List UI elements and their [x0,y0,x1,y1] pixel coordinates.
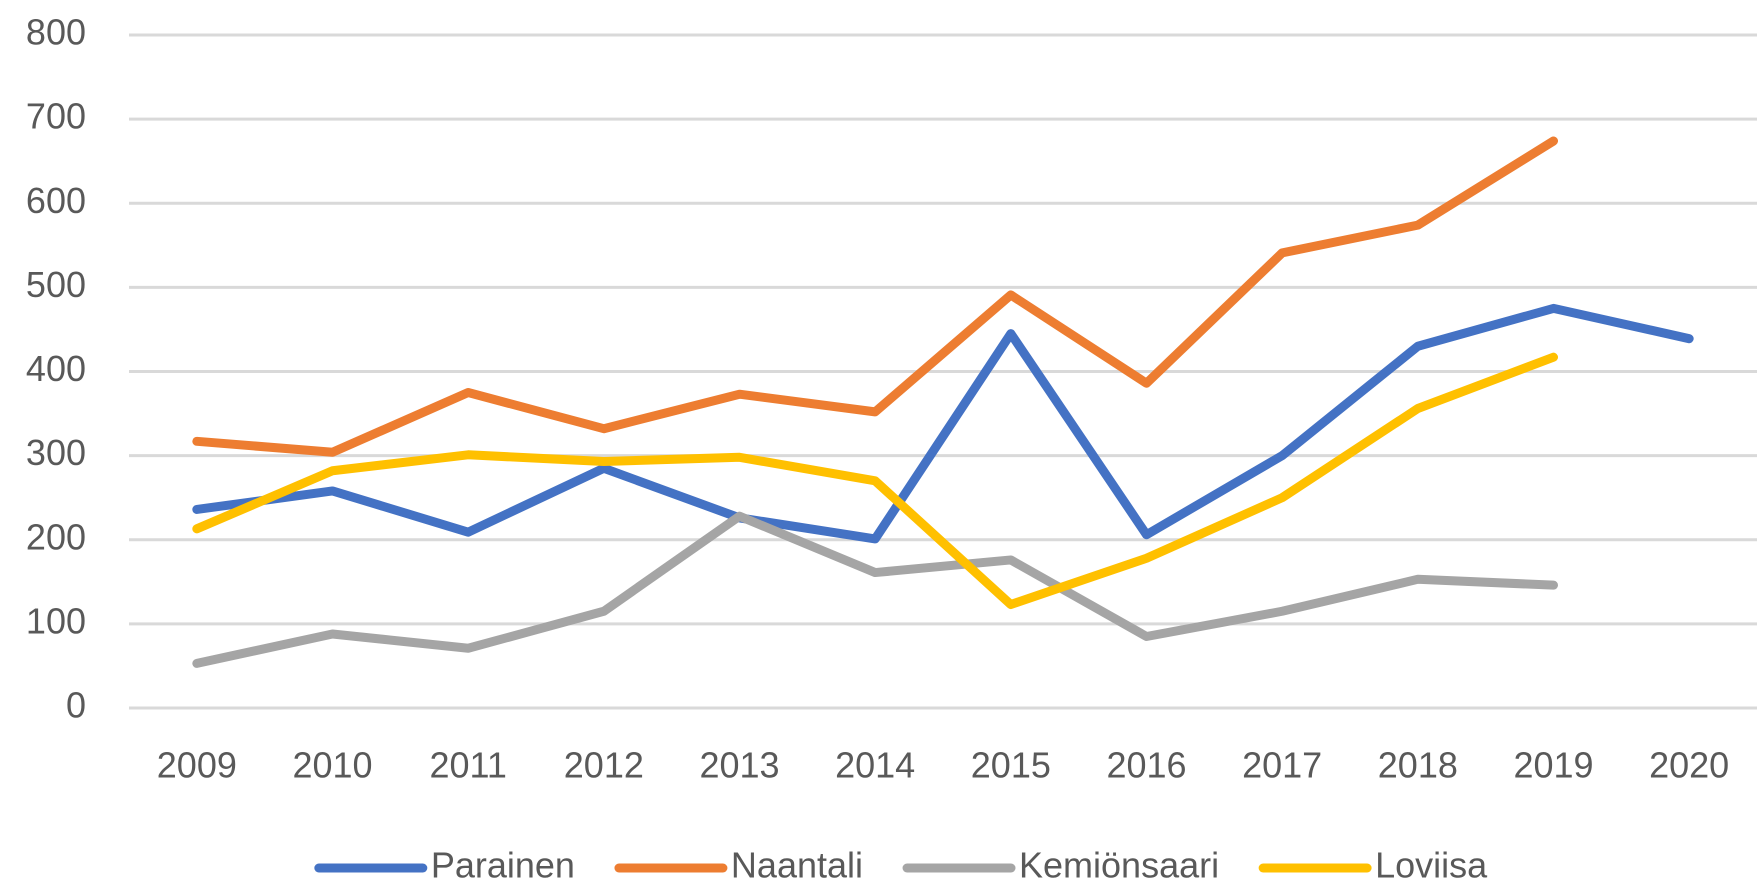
x-tick-label: 2014 [835,745,915,786]
x-tick-label: 2017 [1242,745,1322,786]
x-tick-label: 2011 [429,745,506,786]
x-tick-label: 2016 [1106,745,1186,786]
legend-label: Kemiönsaari [1019,845,1219,886]
series-line [192,136,1558,457]
series-line [192,352,1558,610]
y-tick-label: 400 [26,348,86,389]
y-tick-label: 200 [26,516,86,557]
y-tick-label: 300 [26,432,86,473]
legend-label: Naantali [731,845,863,886]
x-tick-label: 2020 [1649,745,1729,786]
legend-label: Parainen [431,845,575,886]
y-tick-label: 500 [26,264,86,305]
y-tick-label: 700 [26,96,86,137]
series-line [192,303,1694,544]
series-line [192,511,1558,668]
y-tick-label: 600 [26,180,86,221]
x-tick-label: 2015 [971,745,1051,786]
y-tick-label: 800 [26,12,86,53]
x-tick-label: 2010 [292,745,372,786]
x-tick-label: 2018 [1378,745,1458,786]
x-tick-label: 2009 [157,745,237,786]
x-tick-label: 2019 [1513,745,1593,786]
legend-label: Loviisa [1375,845,1488,886]
x-tick-label: 2013 [699,745,779,786]
x-tick-label: 2012 [564,745,644,786]
y-tick-label: 0 [66,685,86,726]
y-tick-label: 100 [26,600,86,641]
